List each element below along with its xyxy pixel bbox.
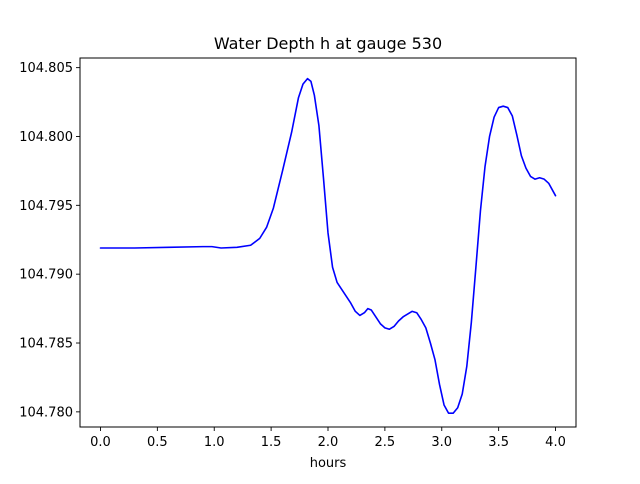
plot-frame [79, 57, 577, 428]
y-tick-label: 104.805 [19, 61, 73, 76]
x-tick-label: 1.0 [204, 435, 225, 450]
chart-title: Water Depth h at gauge 530 [214, 34, 442, 53]
x-tick-label: 4.0 [545, 435, 566, 450]
x-tick-label: 2.5 [375, 435, 396, 450]
y-tick-label: 104.790 [19, 268, 73, 283]
y-tick-label: 104.795 [19, 199, 73, 214]
x-tick-label: 3.0 [431, 435, 452, 450]
x-tick-label: 0.5 [147, 435, 168, 450]
series-line [99, 77, 557, 415]
y-tick-label: 104.785 [19, 337, 73, 352]
x-tick-label: 0.0 [90, 435, 111, 450]
x-tick-label: 1.5 [261, 435, 282, 450]
y-tick-label: 104.800 [19, 130, 73, 145]
x-tick-label: 3.5 [488, 435, 509, 450]
x-axis-label: hours [310, 456, 347, 471]
x-tick-label: 2.0 [318, 435, 339, 450]
y-tick-label: 104.780 [19, 405, 73, 420]
